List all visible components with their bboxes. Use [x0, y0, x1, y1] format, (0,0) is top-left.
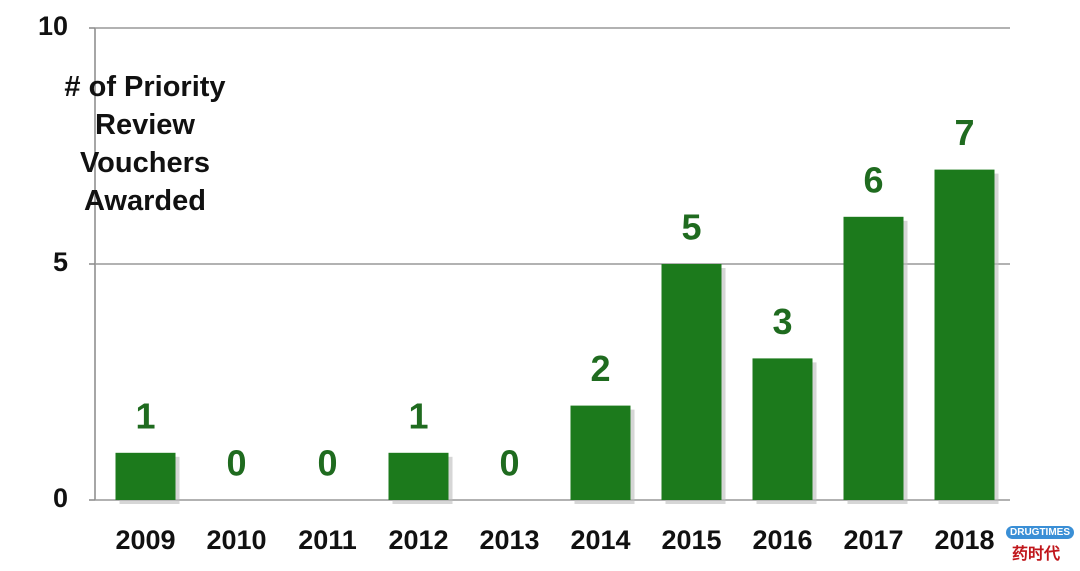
bar: [934, 169, 995, 500]
y-tick-label: 10: [38, 11, 68, 41]
y-tick-label: 0: [53, 483, 68, 513]
x-tick-label: 2010: [206, 525, 266, 555]
bar: [570, 405, 631, 500]
data-label: 0: [499, 443, 519, 484]
data-label: 0: [226, 443, 246, 484]
watermark-bottom: 药时代: [1011, 544, 1060, 563]
bar: [388, 452, 449, 500]
x-tick-label: 2009: [115, 525, 175, 555]
bar: [752, 358, 813, 500]
data-label: 3: [772, 301, 792, 342]
x-tick-label: 2016: [752, 525, 812, 555]
watermark: DRUGTIMES 药时代: [1006, 522, 1075, 564]
bar: [661, 264, 722, 500]
watermark-times: TIMES: [1039, 527, 1071, 538]
data-label: 0: [317, 443, 337, 484]
x-tick-label: 2014: [570, 525, 630, 555]
x-tick-label: 2013: [479, 525, 539, 555]
data-label: 7: [954, 112, 974, 153]
x-tick-label: 2018: [934, 525, 994, 555]
data-label: 6: [863, 159, 883, 200]
bar: [115, 452, 176, 500]
watermark-drug: DRUG: [1010, 527, 1040, 538]
y-axis-label: # of Priority Review Vouchers Awarded: [64, 71, 226, 217]
data-label: 1: [408, 395, 428, 436]
x-tick-label: 2015: [661, 525, 721, 555]
bar: [843, 216, 904, 501]
x-tick-label: 2011: [298, 525, 357, 555]
y-tick-label: 5: [53, 247, 68, 277]
x-tick-label: 2012: [388, 525, 448, 555]
x-tick-label: 2017: [843, 525, 903, 555]
data-label: 1: [135, 395, 155, 436]
data-label: 5: [681, 207, 701, 248]
data-label: 2: [590, 348, 610, 389]
watermark-top: DRUGTIMES: [1006, 526, 1075, 539]
